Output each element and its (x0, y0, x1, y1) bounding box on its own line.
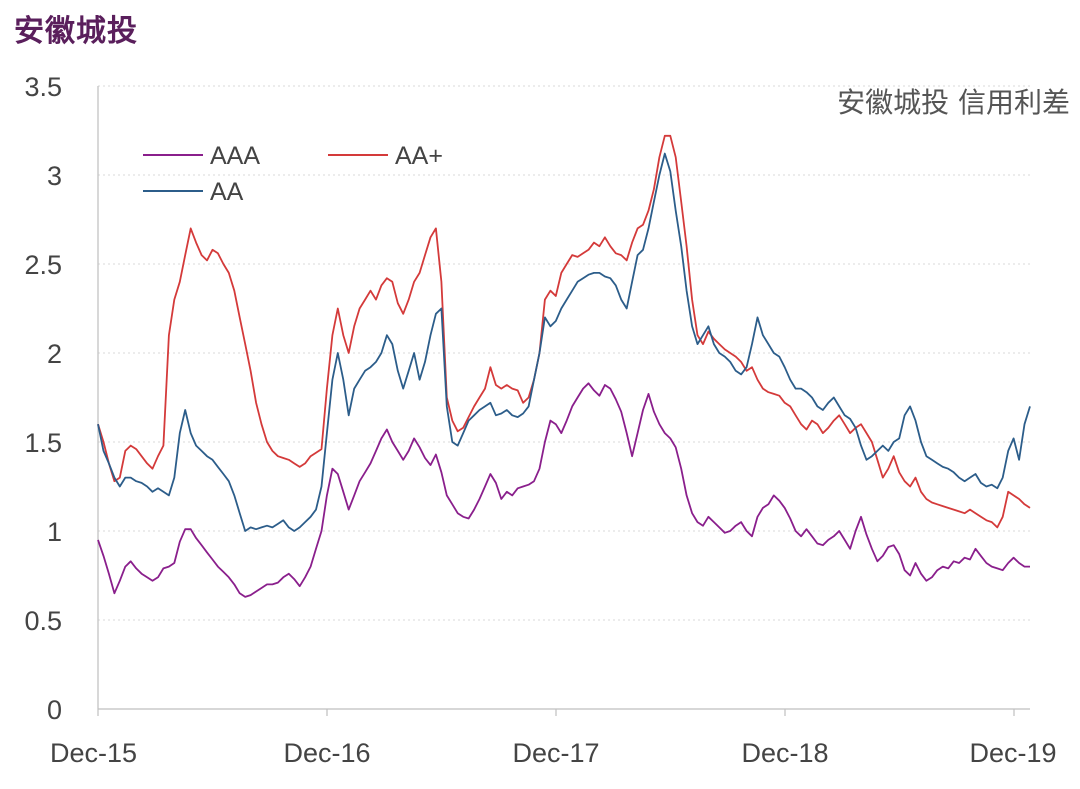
y-tick-label: 0 (47, 695, 62, 725)
x-tick-labels: Dec-15 Dec-16 Dec-17 Dec-18 Dec-19 (50, 738, 1057, 768)
page-heading: 安徽城投 (14, 14, 138, 49)
series-line-AAA (97, 382, 1030, 598)
x-tick-label: Dec-19 (969, 738, 1056, 768)
axes (97, 86, 1030, 716)
y-tick-label: 3 (47, 161, 62, 191)
legend-label-AA: AA (210, 178, 244, 206)
series-lines (97, 134, 1031, 598)
legend-label-AAA: AAA (210, 142, 260, 170)
y-tick-label: 1.5 (24, 428, 62, 458)
y-tick-label: 0.5 (24, 606, 62, 636)
legend-label-AA+: AA+ (395, 142, 443, 170)
x-tick-label: Dec-15 (50, 738, 137, 768)
y-tick-label: 2.5 (24, 250, 62, 280)
series-line-AA (97, 152, 1031, 532)
series-line-AA+ (97, 134, 1031, 529)
chart-title: 安徽城投 信用利差 (837, 86, 1070, 119)
y-tick-labels: 0 0.5 1 1.5 2 2.5 3 3.5 (24, 72, 62, 725)
x-tick-label: Dec-17 (512, 738, 599, 768)
y-tick-label: 3.5 (24, 72, 62, 102)
legend: AAA AA+ AA (143, 142, 443, 206)
grid-lines (98, 85, 1030, 621)
x-tick-label: Dec-16 (283, 738, 370, 768)
x-tick-label: Dec-18 (741, 738, 828, 768)
y-tick-label: 1 (47, 517, 62, 547)
y-tick-label: 2 (47, 339, 62, 369)
